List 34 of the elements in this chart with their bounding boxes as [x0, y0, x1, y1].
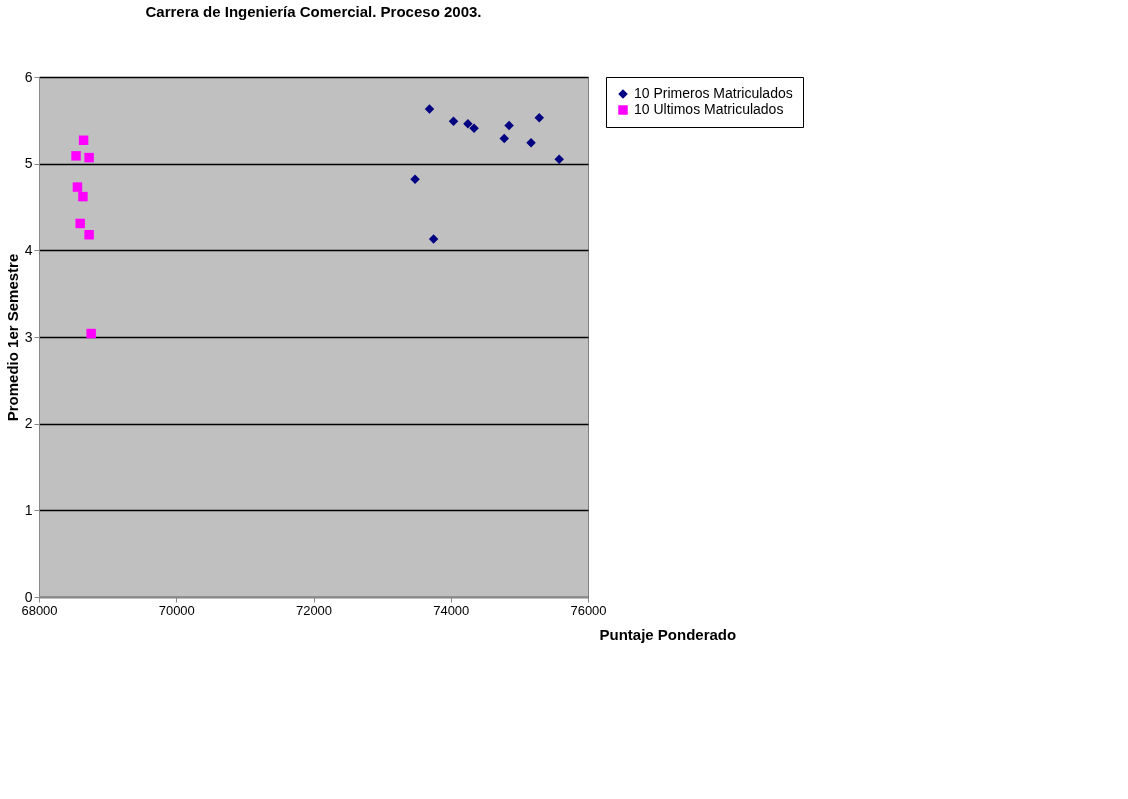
x-tick-label: 68000: [21, 602, 58, 618]
x-tick-label: 70000: [158, 602, 195, 618]
legend-label: 10 Ultimos Matriculados: [634, 101, 784, 117]
point: [72, 182, 83, 192]
legend-label: 10 Primeros Matriculados: [634, 85, 793, 101]
y-tick-label: 6: [24, 68, 33, 85]
point: [78, 135, 89, 146]
point: [84, 229, 94, 240]
chart-title: Carrera de Ingeniería Comercial. Proceso 2003.: [145, 3, 482, 20]
x-tick-label: 76000: [570, 602, 607, 618]
point: [86, 328, 96, 339]
x-tick-label: 72000: [295, 602, 333, 618]
y-tick-label: 1: [24, 501, 33, 518]
y-tick-label: 5: [24, 155, 33, 172]
point: [504, 120, 514, 131]
y-tick-label: 2: [24, 415, 33, 432]
point: [499, 133, 510, 144]
point: [75, 218, 85, 229]
y-axis-title: Promedio 1er Semestre: [3, 253, 21, 422]
y-tick-label: 3: [24, 328, 33, 345]
point: [424, 104, 435, 114]
point: [78, 191, 88, 202]
x-axis-title: Puntaje Ponderado: [599, 625, 737, 643]
point: [410, 174, 420, 185]
point: [71, 151, 81, 161]
y-tick-label: 4: [24, 241, 33, 258]
point: [448, 116, 459, 126]
point: [554, 154, 564, 165]
y-tick-label: 0: [24, 588, 33, 605]
point: [428, 234, 439, 244]
point: [463, 119, 473, 129]
x-tick-label: 74000: [433, 602, 470, 618]
point: [84, 152, 94, 163]
point: [534, 112, 545, 123]
